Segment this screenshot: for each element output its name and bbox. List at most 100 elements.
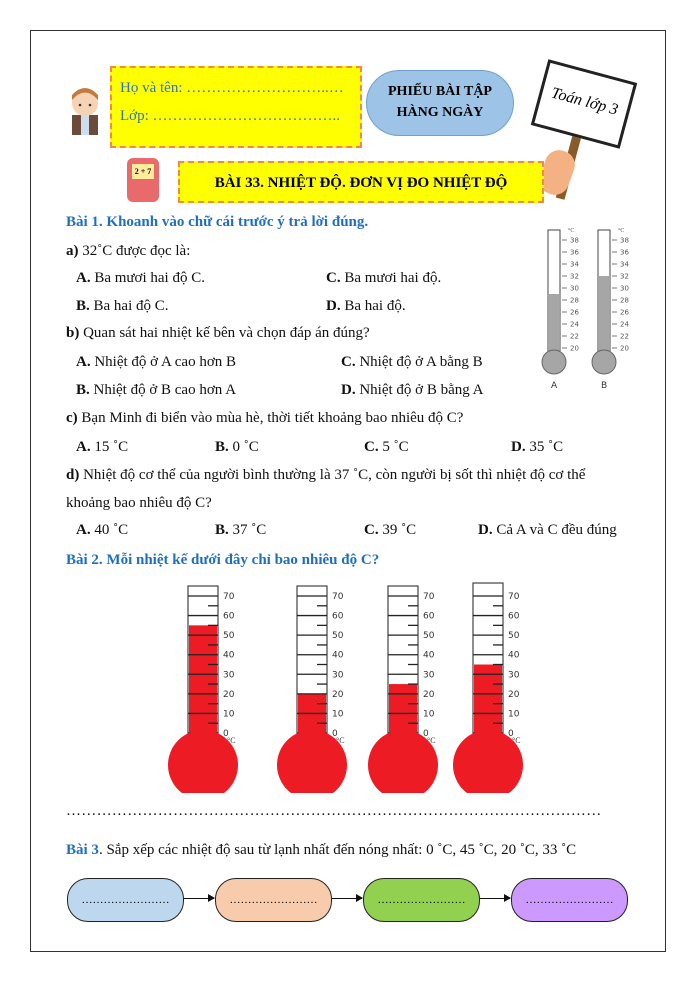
option-d-2[interactable]: C. 39 ˚C [364,522,416,539]
option-c-0[interactable]: A. 15 ˚C [76,439,128,456]
option-text: 5 ˚C [382,439,409,455]
option-letter: D. [341,382,356,398]
question-c-text: Bạn Minh đi biển vào mùa hè, thời tiết k… [77,410,464,426]
tick-label: 38 [570,237,579,245]
tick-label: 30 [223,670,235,680]
tick-label: 28 [620,297,629,305]
unit-label: °C [568,227,574,234]
question-b-text: Quan sát hai nhiệt kế bên và chọn đáp án… [79,325,370,341]
thermometer-A: °C 38 36 34 32 30 28 26 24 22 20 A [541,227,579,391]
tick-label: 40 [508,651,520,661]
option-b-2[interactable]: B. Nhiệt độ ở B cao hơn A [76,382,236,399]
tick-label: 0 [223,729,229,739]
thermometer-bulb [277,730,347,793]
name-field[interactable]: Họ và tên: ………………………..… [120,80,344,96]
unit-label: °C [427,736,436,745]
thermometer-bulb [541,349,567,375]
option-c-1[interactable]: B. 0 ˚C [215,439,259,456]
thermometer-fill [549,294,559,360]
unit-label: °C [618,227,624,234]
unit-label: °C [227,736,236,745]
option-letter: B. [215,439,229,455]
option-c-3[interactable]: D. 35 ˚C [511,439,563,456]
thermometer-bulb [368,730,438,793]
option-d-1[interactable]: B. 37 ˚C [215,522,266,539]
thermometer-bulb [591,349,617,375]
tick-label: 36 [620,249,629,257]
option-text: Ba mươi hai độ C. [94,270,205,286]
tick-label: 34 [570,261,579,269]
option-letter: A. [76,439,91,455]
option-a-2[interactable]: B. Ba hai độ C. [76,298,169,315]
option-text: Nhiệt độ ở B cao hơn A [93,382,237,398]
option-text: 40 ˚C [94,522,129,538]
option-text: 15 ˚C [94,439,129,455]
thermometer-1: 70 60 50 40 30 20 10 0°C [168,585,238,793]
tick-label: 50 [423,631,435,641]
option-letter: B. [76,298,90,314]
tick-label: 36 [570,249,579,257]
tick-label: 40 [332,651,344,661]
tick-label: 26 [620,309,629,317]
tick-label: 22 [570,333,579,341]
thermometer-bulb [453,730,523,793]
option-d-3[interactable]: D. Cả A và C đều đúng [478,522,617,539]
cloud-line-2: HÀNG NGÀY [396,105,484,120]
option-text: Nhiệt độ ở A cao hơn B [94,354,237,370]
tick-label: 10 [332,709,344,719]
tick-label: 70 [423,592,435,602]
tick-label: 22 [620,333,629,341]
option-c-2[interactable]: C. 5 ˚C [364,439,409,456]
thermometer-2: 70 60 50 40 30 20 10 0°C [277,585,347,793]
unit-label: °C [512,736,521,745]
option-a-3[interactable]: D. Ba hai độ. [326,298,406,315]
tick-label: 10 [223,709,235,719]
option-d-0[interactable]: A. 40 ˚C [76,522,128,539]
option-b-3[interactable]: D. Nhiệt độ ở B bằng A [341,382,484,399]
option-a-0[interactable]: A. Ba mươi hai độ C. [76,270,205,287]
cloud-line-1: PHIẾU BÀI TẬP [388,84,492,99]
option-letter: C. [364,522,379,538]
option-text: 35 ˚C [529,439,564,455]
bai1-title: Bài 1. Khoanh vào chữ cái trước ý trả lờ… [66,214,369,230]
question-c: c) Bạn Minh đi biển vào mùa hè, thời tiế… [66,410,463,427]
thermometer-3: 70 60 50 40 30 20 10 0°C [368,585,438,793]
tick-label: 24 [570,321,579,329]
option-letter: B. [76,382,90,398]
tick-label: 20 [620,345,629,353]
thermometer-fill [599,276,609,360]
tick-label: 32 [620,273,629,281]
tick-label: 50 [223,631,235,641]
worksheet-cloud-title: PHIẾU BÀI TẬP HÀNG NGÀY [366,70,514,136]
thermometer-fill [474,664,502,738]
thermometer-4: 70 60 50 40 30 20 10 0°C [453,582,523,793]
question-a-text: 32˚C được đọc là: [78,243,191,259]
option-b-0[interactable]: A. Nhiệt độ ở A cao hơn B [76,354,236,371]
order-box-4[interactable]: …………………… [511,878,628,922]
question-b-prefix: b) [66,325,80,341]
arrow-icon [184,894,215,902]
lesson-title: BÀI 33. NHIỆT ĐỘ. ĐƠN VỊ ĐO NHIỆT ĐỘ [178,161,544,203]
tick-label: 40 [423,651,435,661]
option-a-1[interactable]: C. Ba mươi hai độ. [326,270,441,287]
tick-label: 70 [508,592,520,602]
option-text: Nhiệt độ ở A bằng B [359,354,483,370]
tick-label: 20 [508,690,520,700]
bai2-thermometers: 706050403020100°C706050403020100°C706050… [168,582,523,793]
class-field[interactable]: Lớp: ……………………………….. [120,108,341,124]
tick-label: 20 [332,690,344,700]
order-box-2[interactable]: …………………… [215,878,332,922]
tick-label: 50 [332,631,344,641]
tick-label: 38 [620,237,629,245]
student-avatar-icon [72,88,98,135]
tick-label: 60 [332,612,344,622]
option-b-1[interactable]: C. Nhiệt độ ở A bằng B [341,354,483,371]
answer-line[interactable]: …………………………………………………………………………………………… [66,803,602,819]
order-box-3[interactable]: …………………… [363,878,480,922]
order-box-1[interactable]: …………………… [67,878,184,922]
option-letter: A. [76,354,91,370]
bai1-thermometers: °C 38 36 34 32 30 28 26 24 22 20 A °C 38 36 34 32 30 28 26 2… [541,227,629,391]
arrow-icon [480,894,511,902]
thermometer-B: °C 38 36 34 32 30 28 26 24 22 20 B [591,227,629,391]
